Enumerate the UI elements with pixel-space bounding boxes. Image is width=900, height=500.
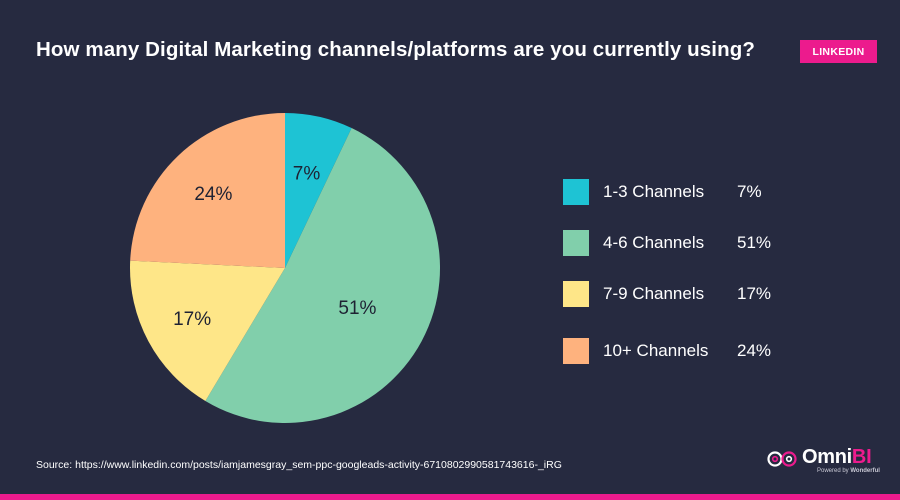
- slice-value-label: 24%: [194, 184, 232, 205]
- slice-7-9-channels: [130, 260, 285, 401]
- legend-item-7-9: 7-9 Channels 17%: [563, 280, 803, 308]
- legend-swatch: [563, 230, 589, 256]
- slice-4-6-channels: [205, 128, 441, 424]
- legend-label: 10+ Channels: [603, 341, 709, 360]
- logo-tagline-brand: Wonderful: [850, 468, 880, 474]
- source-text: Source: https://www.linkedin.com/posts/i…: [36, 459, 562, 471]
- legend-label: 1-3 Channels: [603, 182, 705, 201]
- slice-value-label: 17%: [173, 309, 211, 330]
- slice-10-plus-channels: [130, 113, 285, 268]
- legend-item-1-3: 1-3 Channels 7%: [563, 178, 803, 206]
- legend-swatch: [563, 338, 589, 364]
- slice-value-label: 7%: [293, 164, 321, 185]
- infinity-logo-icon: [767, 451, 797, 467]
- legend-item-4-6: 4-6 Channels 51%: [563, 229, 803, 257]
- legend-item-10-plus: 10+ Channels 24%: [563, 337, 803, 365]
- legend-label: 4-6 Channels: [603, 233, 705, 252]
- omnibi-logo: OmniBI Powered by Wonderful: [766, 446, 880, 477]
- legend-value: 7%: [737, 182, 762, 201]
- logo-tagline-prefix: Powered by: [817, 468, 851, 474]
- legend-value: 51%: [737, 233, 772, 252]
- bottom-accent-bar: [0, 494, 900, 500]
- legend-swatch: [563, 179, 589, 205]
- legend-label: 7-9 Channels: [603, 284, 705, 303]
- legend-value: 17%: [737, 284, 772, 303]
- legend-value: 24%: [737, 341, 772, 360]
- legend-swatch: [563, 281, 589, 307]
- logo-main: Omni: [802, 446, 852, 468]
- chart-title: How many Digital Marketing channels/plat…: [36, 38, 755, 61]
- logo-tagline: Powered by Wonderful: [817, 468, 880, 474]
- slice-value-label: 51%: [338, 298, 376, 319]
- slice-1-3-channels: [285, 113, 352, 268]
- source-badge: LINKEDIN: [800, 40, 877, 63]
- logo-accent: BI: [851, 446, 872, 468]
- logo-wordmark: OmniBI: [802, 446, 872, 469]
